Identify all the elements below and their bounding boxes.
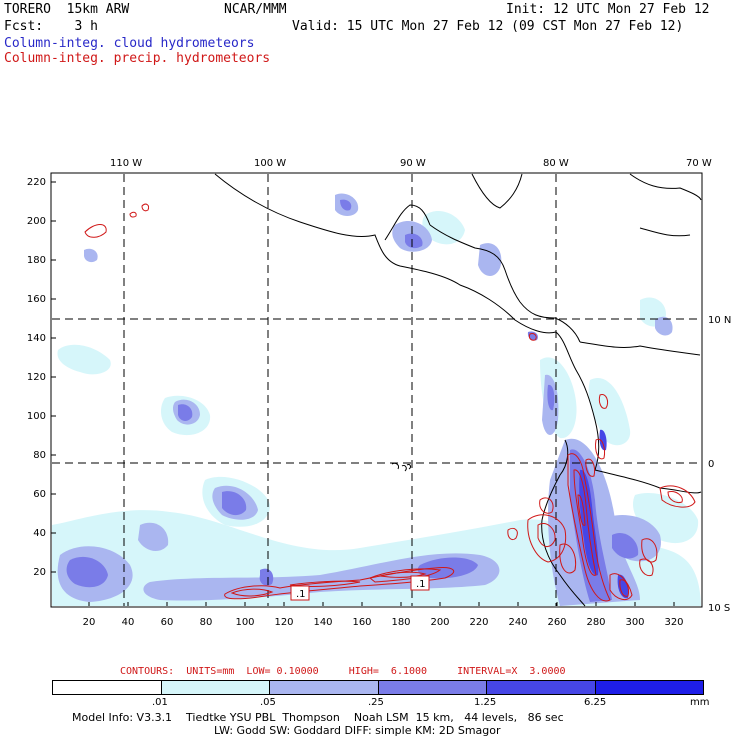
contour-label-boxes <box>290 575 430 601</box>
y-tick-label: 60 <box>33 489 46 500</box>
valid-time: Valid: 15 UTC Mon 27 Feb 12 (09 CST Mon … <box>292 19 684 34</box>
y-tick-label: 200 <box>27 216 46 227</box>
y-tick-label: 40 <box>33 528 46 539</box>
precip-legend-label: Column-integ. precip. hydrometeors <box>4 51 271 66</box>
x-tick-label: 240 <box>508 617 527 628</box>
y-tick-label: 160 <box>27 294 46 305</box>
cloud-legend-label: Column-integ. cloud hydrometeors <box>4 36 255 51</box>
lon-label: 70 W <box>686 158 712 169</box>
y-tick-label: 120 <box>27 372 46 383</box>
y-tick-label: 140 <box>27 333 46 344</box>
x-tick-label: 260 <box>547 617 566 628</box>
x-tick-label: 40 <box>122 617 135 628</box>
contour-label: .1 <box>416 579 426 590</box>
x-tick-label: 300 <box>625 617 644 628</box>
lat-label: 10 S <box>708 603 730 614</box>
x-tick-label: 20 <box>83 617 96 628</box>
x-tick-label: 180 <box>391 617 410 628</box>
y-tick-label: 220 <box>27 177 46 188</box>
forecast-hour: Fcst: 3 h <box>4 19 98 34</box>
y-tick-label: 100 <box>27 411 46 422</box>
colorbar-swatch <box>595 681 703 694</box>
colorbar-label: .01 <box>152 697 168 708</box>
lon-label: 110 W <box>110 158 142 169</box>
colorbar <box>52 680 704 695</box>
init-time: Init: 12 UTC Mon 27 Feb 12 <box>506 2 710 17</box>
colorbar-swatch <box>161 681 270 694</box>
lon-label: 90 W <box>400 158 426 169</box>
x-tick-label: 320 <box>664 617 683 628</box>
colorbar-label: 1.25 <box>474 697 497 708</box>
contour-label: .1 <box>296 589 306 600</box>
contours-info: CONTOURS: UNITS=mm LOW= 0.10000 HIGH= 6.… <box>120 666 566 677</box>
colorbar-swatch <box>53 681 162 694</box>
lon-label: 80 W <box>543 158 569 169</box>
org-label: NCAR/MMM <box>224 2 287 17</box>
x-tick-label: 60 <box>161 617 174 628</box>
x-tick-label: 280 <box>586 617 605 628</box>
x-tick-label: 120 <box>274 617 293 628</box>
x-tick-label: 80 <box>200 617 213 628</box>
colorbar-swatch <box>487 681 596 694</box>
model-info-line2: LW: Godd SW: Goddard DIFF: simple KM: 2D… <box>214 724 501 737</box>
y-tick-label: 80 <box>33 450 46 461</box>
x-tick-label: 220 <box>469 617 488 628</box>
y-tick-label: 20 <box>33 567 46 578</box>
x-tick-label: 100 <box>235 617 254 628</box>
coastlines <box>214 173 702 607</box>
colorbar-label: .05 <box>260 697 276 708</box>
model-title: TORERO 15km ARW <box>4 2 130 17</box>
model-info-line1: Model Info: V3.3.1 Tiedtke YSU PBL Thomp… <box>72 711 564 724</box>
colorbar-swatch <box>378 681 487 694</box>
precip-contours <box>84 203 696 602</box>
colorbar-swatch <box>270 681 379 694</box>
lat-label: 10 N <box>708 315 731 326</box>
lat-label: 0 <box>708 459 714 470</box>
y-tick-label: 180 <box>27 255 46 266</box>
x-tick-label: 200 <box>430 617 449 628</box>
colorbar-units: mm <box>690 697 710 708</box>
x-tick-label: 160 <box>352 617 371 628</box>
colorbar-label: 6.25 <box>584 697 607 708</box>
x-tick-label: 140 <box>313 617 332 628</box>
cloud-shading <box>52 193 701 606</box>
lon-label: 100 W <box>254 158 286 169</box>
colorbar-label: .25 <box>368 697 384 708</box>
